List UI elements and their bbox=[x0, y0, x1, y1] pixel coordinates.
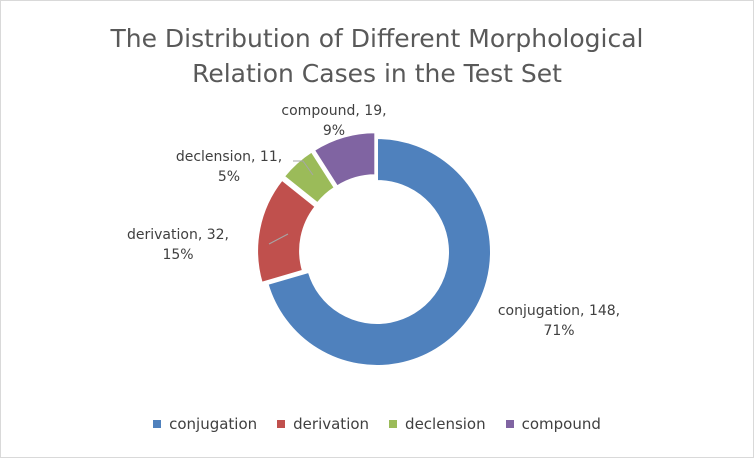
legend-label-derivation: derivation bbox=[293, 415, 370, 433]
leader-line-declension bbox=[293, 160, 314, 176]
donut-slice-declension bbox=[282, 150, 337, 205]
legend-swatch-declension bbox=[389, 420, 398, 428]
legend-item-conjugation: conjugation bbox=[153, 415, 257, 433]
chart-title: The Distribution of Different Morphologi… bbox=[1, 21, 753, 91]
legend-label-conjugation: conjugation bbox=[169, 415, 258, 433]
data-label-conjugation-percent: 71% bbox=[543, 323, 574, 339]
donut-slice-compound bbox=[312, 131, 377, 188]
leader-line-derivation bbox=[268, 233, 289, 245]
data-label-declension-percent: 5% bbox=[218, 169, 240, 185]
legend-swatch-compound bbox=[505, 420, 514, 428]
legend-swatch-conjugation bbox=[153, 420, 162, 428]
data-label-compound-value: compound, 19, bbox=[281, 103, 386, 119]
legend-label-compound: compound bbox=[521, 415, 601, 433]
donut-slice-derivation bbox=[256, 178, 318, 285]
legend-item-derivation: derivation bbox=[277, 415, 369, 433]
legend: conjugation derivation declension compou… bbox=[1, 415, 753, 433]
data-label-compound-percent: 9% bbox=[323, 123, 345, 139]
donut-slice-conjugation bbox=[266, 136, 492, 367]
legend-item-declension: declension bbox=[389, 415, 486, 433]
data-label-derivation-percent: 15% bbox=[162, 247, 193, 263]
data-label-declension-value: declension, 11, bbox=[176, 149, 282, 165]
chart-title-line-1: The Distribution of Different Morphologi… bbox=[110, 24, 644, 53]
data-label-derivation-value: derivation, 32, bbox=[127, 227, 229, 243]
data-label-conjugation-value: conjugation, 148, bbox=[498, 303, 620, 319]
legend-label-declension: declension bbox=[405, 415, 486, 433]
legend-item-compound: compound bbox=[505, 415, 601, 433]
chart-title-line-2: Relation Cases in the Test Set bbox=[192, 59, 562, 88]
legend-swatch-derivation bbox=[277, 420, 286, 428]
